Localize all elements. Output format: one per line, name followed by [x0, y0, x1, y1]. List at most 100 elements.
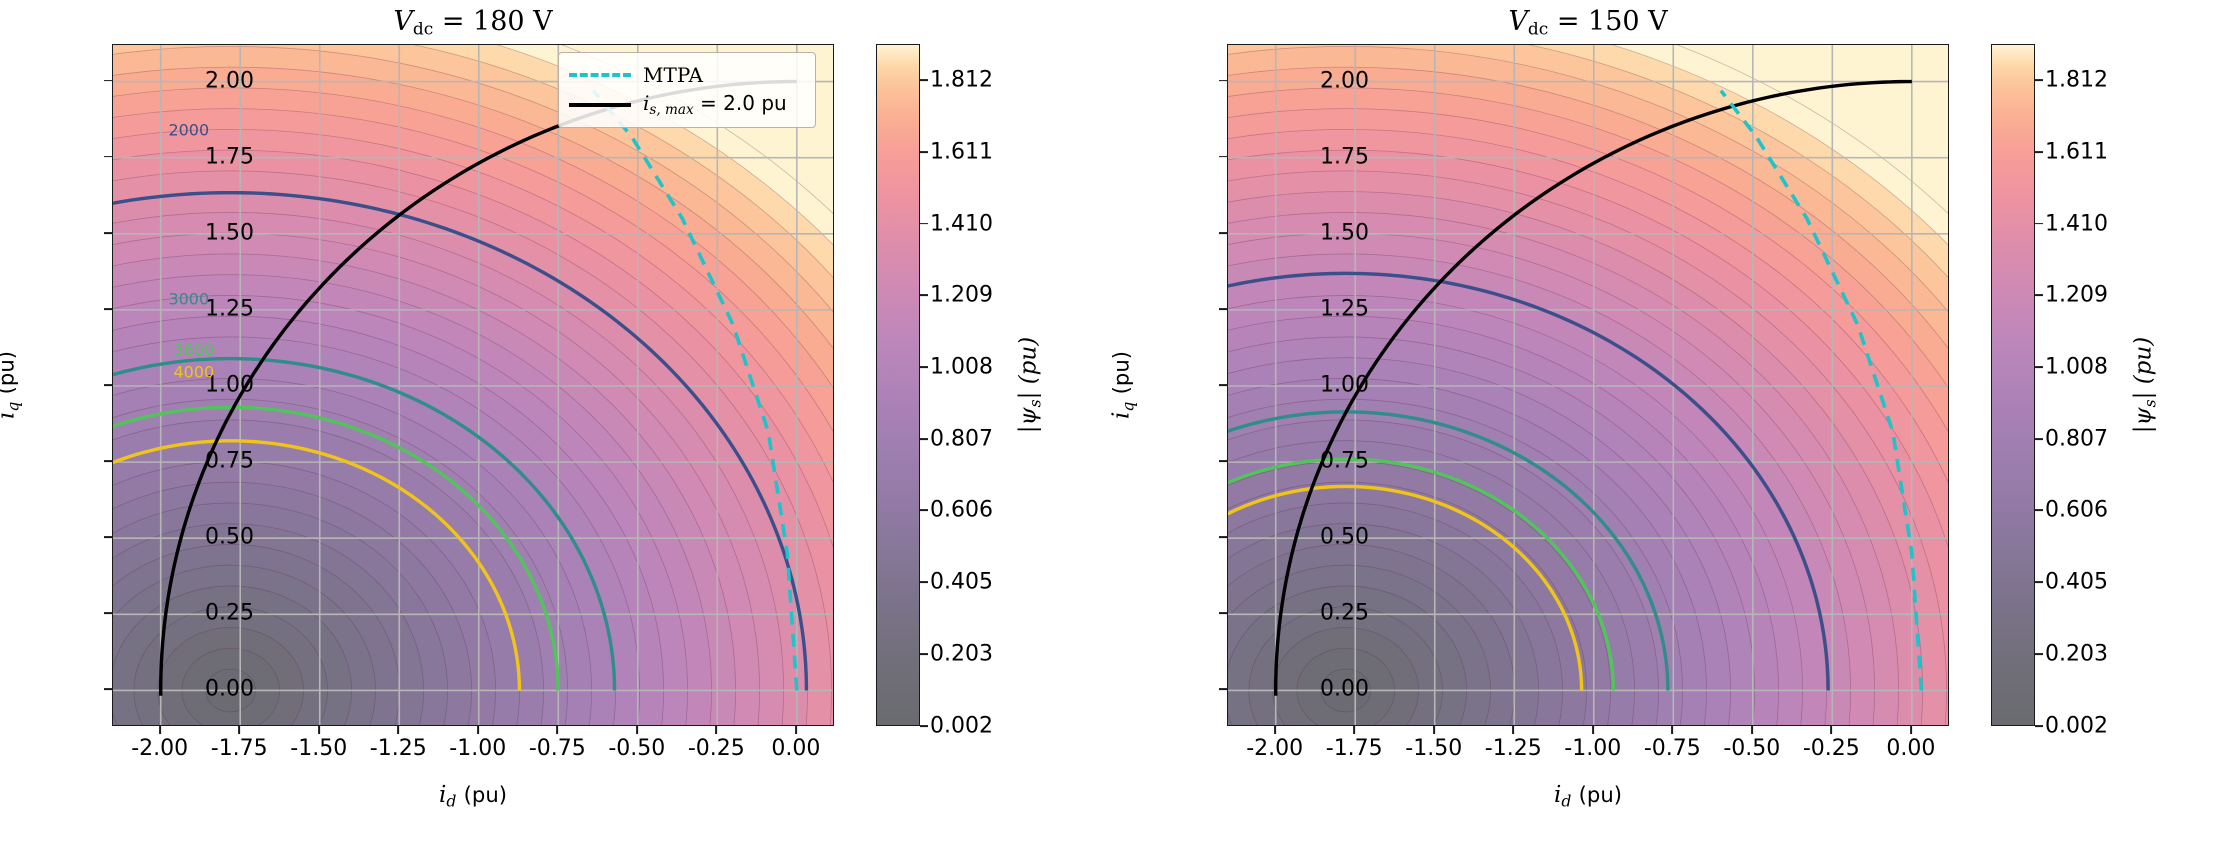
y-tick-mark	[1219, 79, 1227, 82]
y-tick-label: 1.75	[205, 144, 254, 170]
colorbar-tick-mark	[920, 437, 928, 440]
y-tick-mark	[104, 536, 112, 539]
speed-contour-3600	[113, 405, 560, 691]
x-tick-label: -1.75	[1325, 736, 1383, 761]
x-tick-mark	[556, 726, 559, 734]
x-tick-label: 0.00	[771, 736, 821, 761]
colorbar-tick-mark	[920, 509, 928, 512]
x-axis-label: id (pu)	[438, 782, 508, 811]
x-tick-mark	[635, 726, 638, 734]
y-tick-label: 1.00	[1320, 372, 1369, 398]
colorbar-tick-mark	[920, 725, 928, 727]
y-axis-label: iq (pu)	[0, 350, 23, 419]
x-tick-mark	[1750, 726, 1753, 734]
colorbar-tick-label: 0.606	[2045, 497, 2108, 523]
colorbar-tick-label: 1.008	[2045, 354, 2108, 380]
y-tick-label: 0.00	[205, 676, 254, 702]
legend-swatch-solid	[569, 103, 631, 107]
x-tick-label: -2.00	[1246, 736, 1304, 761]
x-tick-mark	[317, 726, 320, 734]
x-tick-label: -1.75	[210, 736, 268, 761]
colorbar-tick-label: 1.611	[2045, 139, 2108, 165]
y-tick-label: 1.50	[205, 220, 254, 246]
y-tick-label: 1.50	[1320, 220, 1369, 246]
colorbar-tick-mark	[2035, 653, 2043, 656]
x-tick-mark	[794, 726, 797, 734]
legend-entry: MTPA	[569, 60, 805, 90]
panel-left: Vdc = 180 V 2000 3000 3600 4000 MTPA is, max =…	[0, 0, 1100, 845]
y-tick-label: 1.25	[205, 296, 254, 322]
x-tick-label: -0.75	[528, 736, 586, 761]
x-tick-label: -0.25	[1802, 736, 1860, 761]
x-tick-mark	[1273, 726, 1276, 734]
x-tick-mark	[1512, 726, 1515, 734]
colorbar-tick-mark	[920, 581, 928, 584]
plot-title: Vdc = 150 V	[1508, 6, 1668, 40]
plot-title: Vdc = 180 V	[393, 6, 553, 40]
y-tick-mark	[104, 307, 112, 310]
x-tick-label: -1.50	[1405, 736, 1463, 761]
current-limit-circle	[1274, 79, 1912, 696]
colorbar-tick-mark	[2035, 509, 2043, 512]
x-tick-label: 0.00	[1886, 736, 1936, 761]
x-tick-mark	[1671, 726, 1674, 734]
y-tick-mark	[1219, 307, 1227, 310]
contour-canvas	[113, 45, 833, 725]
colorbar-tick-label: 1.008	[930, 354, 993, 380]
speed-contour-2000	[1228, 271, 1830, 691]
y-tick-mark	[1219, 688, 1227, 691]
y-tick-mark	[1219, 155, 1227, 158]
y-tick-mark	[1219, 384, 1227, 386]
y-tick-label: 0.25	[205, 600, 254, 626]
y-tick-label: 0.75	[205, 448, 254, 474]
colorbar-label: |ψs| (pu)	[2130, 336, 2160, 434]
y-tick-mark	[104, 460, 112, 463]
contour-label-2000: 2000	[168, 120, 210, 140]
colorbar-tick-label: 1.812	[930, 67, 993, 93]
colorbar-tick-label: 0.405	[930, 569, 993, 595]
x-tick-mark	[1432, 726, 1435, 734]
colorbar-tick-label: 1.209	[2045, 282, 2108, 308]
legend-swatch-dashed	[569, 73, 631, 77]
y-tick-mark	[1219, 231, 1227, 234]
x-tick-label: -1.50	[290, 736, 348, 761]
x-tick-label: -0.75	[1643, 736, 1701, 761]
y-tick-mark	[104, 688, 112, 691]
x-tick-mark	[238, 726, 241, 734]
y-tick-label: 2.00	[205, 68, 254, 94]
colorbar-tick-mark	[2035, 366, 2043, 368]
legend: MTPA is, max = 2.0 pu	[558, 52, 816, 128]
colorbar-tick-mark	[920, 79, 928, 81]
colorbar-tick-mark	[920, 222, 928, 225]
colorbar	[1991, 44, 2035, 726]
contour-label-3600: 3600	[173, 340, 215, 360]
colorbar-label: |ψs| (pu)	[1015, 336, 1045, 434]
colorbar-tick-mark	[920, 150, 928, 153]
colorbar-tick-mark	[2035, 150, 2043, 153]
y-tick-label: 0.50	[205, 524, 254, 550]
y-tick-mark	[1219, 536, 1227, 539]
colorbar-tick-label: 0.807	[2045, 426, 2108, 452]
mtpa-curve	[591, 89, 799, 691]
x-tick-mark	[715, 726, 718, 734]
x-tick-mark	[476, 726, 479, 734]
y-tick-label: 0.50	[1320, 524, 1369, 550]
colorbar-tick-mark	[2035, 581, 2043, 584]
panel-right: Vdc = 150 V 2.00 1.75 1.50 1.25 1.00 0.75 0.50 0…	[1109, 0, 2215, 845]
legend-entry: is, max = 2.0 pu	[569, 90, 805, 120]
colorbar-tick-label: 0.405	[2045, 569, 2108, 595]
colorbar-tick-label: 1.611	[930, 139, 993, 165]
x-tick-mark	[397, 726, 400, 734]
speed-contour-3000	[113, 356, 617, 691]
colorbar-tick-mark	[920, 366, 928, 368]
colorbar-tick-mark	[920, 294, 928, 297]
x-tick-label: -1.00	[449, 736, 507, 761]
plot-area: 2000 3000 3600 4000	[112, 44, 834, 726]
y-tick-mark	[104, 384, 112, 386]
colorbar-tick-label: 0.203	[2045, 641, 2108, 667]
contour-label-3000: 3000	[168, 289, 210, 309]
x-tick-mark	[1591, 726, 1594, 734]
colorbar	[876, 44, 920, 726]
colorbar-tick-mark	[2035, 222, 2043, 225]
